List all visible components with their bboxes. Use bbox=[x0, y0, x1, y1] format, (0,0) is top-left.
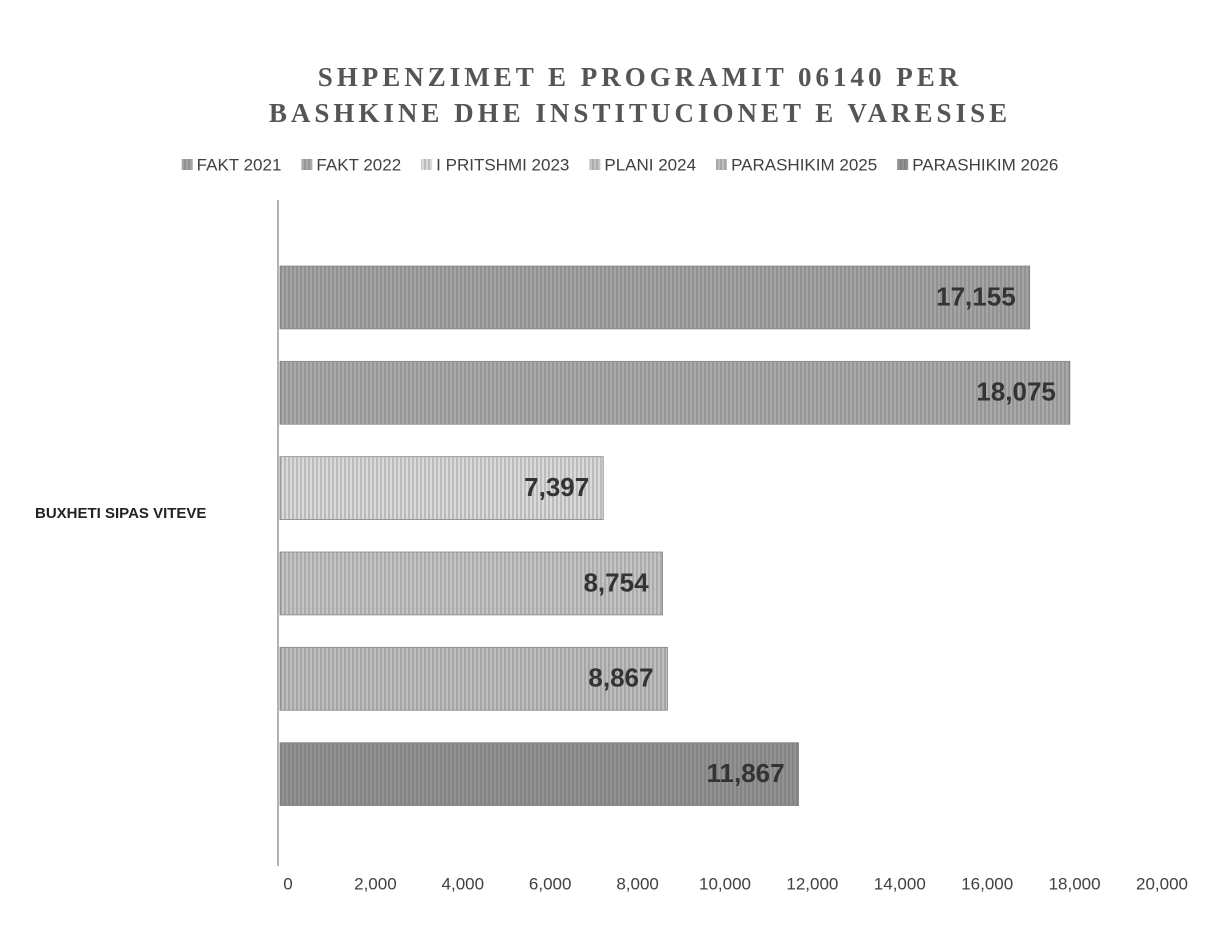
legend-label: PARASHIKIM 2025 bbox=[731, 155, 877, 174]
bar bbox=[279, 456, 604, 520]
x-tick-label: 14,000 bbox=[874, 874, 926, 893]
value-label: 17,155 bbox=[936, 281, 1016, 311]
value-label: 18,075 bbox=[976, 377, 1056, 407]
x-tick-label: 0 bbox=[283, 874, 292, 893]
x-tick-label: 10,000 bbox=[699, 874, 751, 893]
x-tick-label: 6,000 bbox=[529, 874, 572, 893]
value-label: 7,397 bbox=[524, 472, 589, 502]
x-tick-label: 16,000 bbox=[961, 874, 1013, 893]
legend-swatch bbox=[181, 159, 193, 170]
x-tick-label: 2,000 bbox=[354, 874, 397, 893]
bar bbox=[279, 265, 1031, 330]
legend-label: PARASHIKIM 2026 bbox=[912, 155, 1058, 174]
legend-swatch bbox=[589, 159, 601, 170]
legend-swatch bbox=[301, 159, 313, 170]
x-tick-label: 18,000 bbox=[1049, 874, 1101, 893]
x-tick-label: 8,000 bbox=[616, 874, 659, 893]
bar bbox=[279, 360, 1071, 425]
legend-swatch bbox=[897, 159, 909, 170]
chart-title: SHPENZIMET E PROGRAMIT 06140 PER bbox=[318, 62, 963, 92]
legend-swatch bbox=[716, 159, 728, 170]
legend-label: FAKT 2021 bbox=[197, 155, 282, 174]
value-label: 8,867 bbox=[588, 663, 653, 693]
value-label: 11,867 bbox=[706, 758, 784, 788]
chart-title: BASHKINE DHE INSTITUCIONET E VARESISE bbox=[269, 98, 1011, 128]
legend-swatch bbox=[421, 159, 433, 170]
category-label: BUXHETI SIPAS VITEVE bbox=[35, 505, 206, 522]
legend-label: I PRITSHMI 2023 bbox=[436, 155, 569, 174]
x-tick-label: 12,000 bbox=[786, 874, 838, 893]
legend-label: FAKT 2022 bbox=[316, 155, 401, 174]
legend-label: PLANI 2024 bbox=[604, 155, 696, 174]
bar bbox=[279, 646, 668, 711]
bar bbox=[279, 742, 799, 806]
x-tick-label: 20,000 bbox=[1136, 874, 1188, 893]
x-tick-label: 4,000 bbox=[442, 874, 485, 893]
value-label: 8,754 bbox=[583, 567, 649, 597]
bar bbox=[279, 551, 663, 616]
